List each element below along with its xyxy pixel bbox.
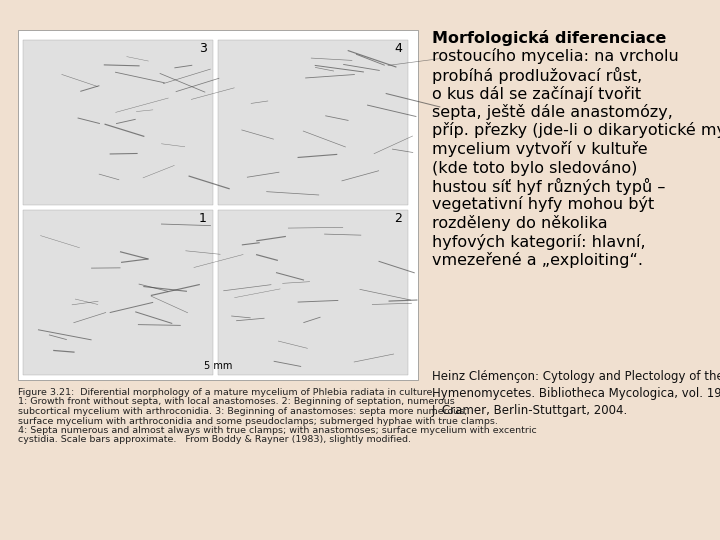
Text: hyfových kategorií: hlavní,: hyfových kategorií: hlavní, xyxy=(432,233,646,249)
Text: 5 mm: 5 mm xyxy=(204,361,232,371)
Text: surface mycelium with arthroconidia and some pseudoclamps; submerged hyphae with: surface mycelium with arthroconidia and … xyxy=(18,416,498,426)
Text: vmezeřené a „exploiting“.: vmezeřené a „exploiting“. xyxy=(432,252,643,268)
Bar xyxy=(23,210,213,375)
Text: cystidia. Scale bars approximate.   From Boddy & Rayner (1983), slightly modifie: cystidia. Scale bars approximate. From B… xyxy=(18,435,411,444)
Bar xyxy=(18,30,418,380)
Text: subcortical mycelium with arthroconidia. 3: Beginning of anastomoses: septa more: subcortical mycelium with arthroconidia.… xyxy=(18,407,467,416)
Text: hustou síť hyf různých typů –: hustou síť hyf různých typů – xyxy=(432,178,665,195)
Text: probíhá prodlužovací růst,: probíhá prodlužovací růst, xyxy=(432,67,642,84)
Text: Figure 3.21:  Diferential morphology of a mature mycelium of Phlebia radiata in : Figure 3.21: Diferential morphology of a… xyxy=(18,388,436,397)
Text: vegetativní hyfy mohou být: vegetativní hyfy mohou být xyxy=(432,197,654,213)
Text: rozděleny do několika: rozděleny do několika xyxy=(432,215,608,231)
Text: 1: 1 xyxy=(199,212,207,225)
Text: Heinz Clémençon: Cytology and Plectology of the
Hymenomycetes. Bibliotheca Mycol: Heinz Clémençon: Cytology and Plectology… xyxy=(432,370,720,417)
Text: 1: Growth front without septa, with local anastomoses. 2: Beginning of septation: 1: Growth front without septa, with loca… xyxy=(18,397,455,407)
Text: (kde toto bylo sledováno): (kde toto bylo sledováno) xyxy=(432,159,637,176)
Text: septa, ještě dále anastomózy,: septa, ještě dále anastomózy, xyxy=(432,104,673,120)
Text: mycelium vytvoří v kultuře: mycelium vytvoří v kultuře xyxy=(432,141,647,157)
Bar xyxy=(23,40,213,205)
Text: 3: 3 xyxy=(199,42,207,55)
Text: 4: Septa numerous and almost always with true clamps; with anastomoses; surface : 4: Septa numerous and almost always with… xyxy=(18,426,536,435)
Text: příp. přezky (jde-li o dikaryotické mycelium) => zralé: příp. přezky (jde-li o dikaryotické myce… xyxy=(432,123,720,138)
Text: rostoucího mycelia: na vrcholu: rostoucího mycelia: na vrcholu xyxy=(432,49,679,64)
Text: o kus dál se začínají tvořit: o kus dál se začínají tvořit xyxy=(432,85,641,102)
Text: Morfologická diferenciace: Morfologická diferenciace xyxy=(432,30,667,46)
Text: 4: 4 xyxy=(394,42,402,55)
Bar xyxy=(218,40,408,205)
Bar xyxy=(218,210,408,375)
Text: 2: 2 xyxy=(394,212,402,225)
